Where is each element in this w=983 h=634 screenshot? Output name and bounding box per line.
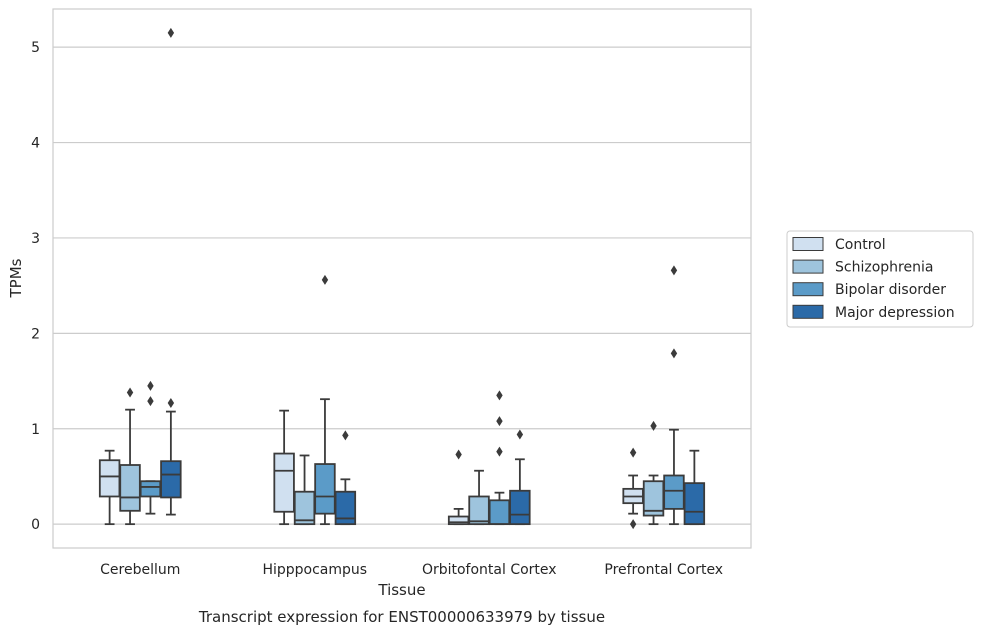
x-tick-label-2: Hipppocampus xyxy=(262,562,367,578)
outlier-point-1 xyxy=(496,390,503,401)
box-2-4 xyxy=(642,420,665,526)
outlier-point-1 xyxy=(629,447,637,458)
y-tick-label-4: 4 xyxy=(31,136,40,152)
box-3-4 xyxy=(663,265,685,526)
box-4-3 xyxy=(509,429,531,526)
box-body xyxy=(509,489,531,526)
legend-swatch-4 xyxy=(792,304,824,319)
box-1-4 xyxy=(622,447,644,530)
outlier-point-1 xyxy=(516,429,524,440)
x-tick-labels: Cerebellum Hipppocampus Orbitofontal Corte… xyxy=(100,562,723,578)
y-tick-label-3: 3 xyxy=(31,231,40,247)
outlier-point-1 xyxy=(126,387,134,398)
x-axis-title: Tissue xyxy=(377,581,425,599)
box-body xyxy=(314,463,336,515)
outlier-point-1 xyxy=(670,265,678,276)
y-tick-label-5: 5 xyxy=(31,40,40,56)
box-body xyxy=(273,452,295,513)
y-tick-label-2: 2 xyxy=(31,326,40,342)
box-body xyxy=(119,464,141,512)
y-tick-label-1: 1 xyxy=(31,422,40,438)
legend-label-4: Major depression xyxy=(835,305,955,321)
box-1-1 xyxy=(98,449,121,526)
legend-label-2: Schizophrenia xyxy=(835,260,933,276)
box-groups xyxy=(98,27,706,530)
outlier-point-2 xyxy=(670,348,678,359)
outlier-point-1 xyxy=(650,420,657,431)
legend-frame xyxy=(786,230,974,328)
plot-frame xyxy=(52,8,752,549)
legend: Control Schizophrenia Bipolar disorder Majo… xyxy=(786,230,974,328)
box-body xyxy=(488,499,511,526)
box-body xyxy=(663,474,685,510)
outlier-point-1 xyxy=(342,430,349,441)
legend-label-1: Control xyxy=(835,237,886,253)
y-axis-title: TPMs xyxy=(7,258,25,298)
box-body xyxy=(98,459,121,498)
y-tick-labels: 0 1 2 3 4 5 xyxy=(31,40,40,533)
outlier-point-2 xyxy=(496,416,503,427)
figure-caption: Transcript expression for ENST0000063397… xyxy=(198,608,605,626)
outlier-point-1 xyxy=(321,274,329,285)
legend-label-3: Bipolar disorder xyxy=(835,282,946,298)
outlier-point-2 xyxy=(629,519,637,530)
legend-swatch-1 xyxy=(792,237,824,251)
outlier-point-2 xyxy=(147,396,154,407)
legend-swatch-3 xyxy=(792,282,824,297)
box-body xyxy=(139,480,162,498)
box-4-1 xyxy=(160,27,182,516)
box-4-4 xyxy=(683,449,706,526)
outlier-point-3 xyxy=(496,446,503,457)
outlier-point-2 xyxy=(167,27,175,38)
box-body xyxy=(334,490,357,526)
box-2-2 xyxy=(293,454,316,526)
box-1-3 xyxy=(447,449,470,526)
box-3-3 xyxy=(488,390,511,526)
box-1-2 xyxy=(273,409,295,526)
x-tick-label-1: Cerebellum xyxy=(100,562,180,578)
y-tick-label-0: 0 xyxy=(31,517,40,533)
x-tick-label-3: Orbitofontal Cortex xyxy=(422,562,557,578)
plot-background xyxy=(53,9,751,548)
outlier-point-1 xyxy=(455,449,462,460)
x-tick-label-4: Prefrontal Cortex xyxy=(604,562,723,578)
box-body xyxy=(293,490,316,526)
outlier-point-1 xyxy=(167,397,175,408)
box-3-2 xyxy=(314,274,336,526)
legend-swatch-2 xyxy=(792,259,824,274)
box-body xyxy=(683,482,706,526)
box-body xyxy=(160,460,182,499)
box-body xyxy=(468,495,490,526)
box-4-2 xyxy=(334,430,357,526)
outlier-point-1 xyxy=(147,380,154,391)
